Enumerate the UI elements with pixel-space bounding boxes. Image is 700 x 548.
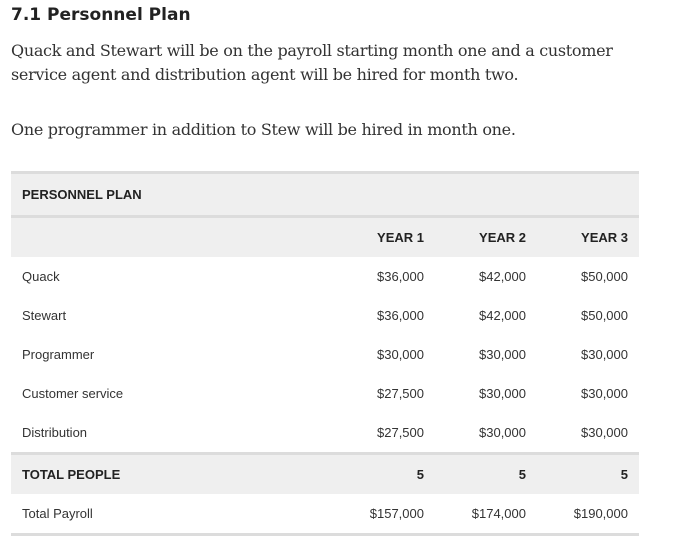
table-caption-row: PERSONNEL PLAN xyxy=(11,171,639,217)
cell: $174,000 xyxy=(435,494,537,536)
section-title: 7.1 Personnel Plan xyxy=(11,5,191,25)
cell: 5 xyxy=(435,452,537,494)
total-payroll-row: Total Payroll $157,000 $174,000 $190,000 xyxy=(11,494,639,536)
cell: $157,000 xyxy=(333,494,435,536)
personnel-plan-table: PERSONNEL PLAN YEAR 1 YEAR 2 YEAR 3 Quac… xyxy=(11,171,639,536)
row-label: Quack xyxy=(22,269,60,284)
table-row: Quack $36,000 $42,000 $50,000 xyxy=(11,257,639,296)
row-label: TOTAL PEOPLE xyxy=(11,452,333,494)
row-label: Total Payroll xyxy=(11,494,333,536)
cell: $42,000 xyxy=(479,308,526,323)
cell: $30,000 xyxy=(581,347,628,362)
cell: $42,000 xyxy=(479,269,526,284)
row-label: Distribution xyxy=(22,425,88,440)
cell: $27,500 xyxy=(377,425,424,440)
cell: $30,000 xyxy=(479,347,526,362)
cell: $190,000 xyxy=(537,494,639,536)
cell: $30,000 xyxy=(377,347,424,362)
header-empty xyxy=(11,215,333,257)
total-people-row: TOTAL PEOPLE 5 5 5 xyxy=(11,452,639,494)
cell: $50,000 xyxy=(581,269,628,284)
table-header-row: YEAR 1 YEAR 2 YEAR 3 xyxy=(11,215,639,257)
cell: $30,000 xyxy=(479,386,526,401)
cell: $27,500 xyxy=(377,386,424,401)
table-caption: PERSONNEL PLAN xyxy=(11,171,639,217)
cell: $30,000 xyxy=(479,425,526,440)
table-row: Customer service $27,500 $30,000 $30,000 xyxy=(11,374,639,413)
cell: $50,000 xyxy=(581,308,628,323)
row-label: Stewart xyxy=(22,308,67,323)
column-header: YEAR 3 xyxy=(537,215,639,257)
column-header: YEAR 1 xyxy=(333,215,435,257)
paragraph: Quack and Stewart will be on the payroll… xyxy=(11,41,613,84)
table-row: Stewart $36,000 $42,000 $50,000 xyxy=(11,296,639,335)
table-row: Programmer $30,000 $30,000 $30,000 xyxy=(11,335,639,374)
row-label: Programmer xyxy=(22,347,95,362)
table-row: Distribution $27,500 $30,000 $30,000 xyxy=(11,413,639,454)
row-label: Customer service xyxy=(22,386,124,401)
paragraph: One programmer in addition to Stew will … xyxy=(11,120,516,139)
cell: $36,000 xyxy=(377,269,424,284)
cell: $30,000 xyxy=(581,386,628,401)
cell: 5 xyxy=(333,452,435,494)
cell: $30,000 xyxy=(581,425,628,440)
cell: 5 xyxy=(537,452,639,494)
column-header: YEAR 2 xyxy=(435,215,537,257)
cell: $36,000 xyxy=(377,308,424,323)
